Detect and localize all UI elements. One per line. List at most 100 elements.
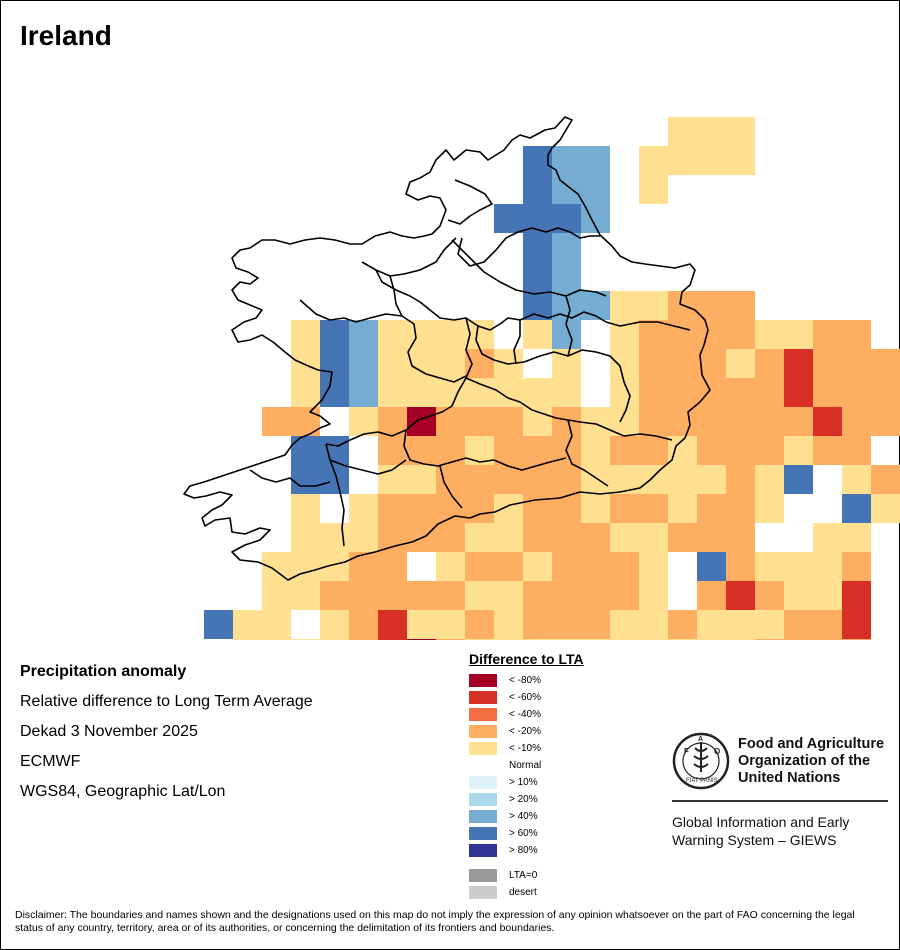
grid-cell	[494, 523, 523, 552]
grid-cell	[639, 581, 668, 610]
legend-label: > 20%	[509, 794, 538, 805]
grid-cell	[871, 494, 900, 523]
grid-cell	[465, 349, 494, 378]
grid-cell	[726, 639, 755, 640]
grid-cell	[291, 494, 320, 523]
grid-cell	[755, 407, 784, 436]
grid-cell	[697, 465, 726, 494]
grid-cell	[726, 320, 755, 349]
grid-cell	[639, 378, 668, 407]
grid-cell	[697, 378, 726, 407]
grid-cell	[668, 494, 697, 523]
grid-cell	[842, 581, 871, 610]
grid-cell	[494, 581, 523, 610]
grid-cell	[610, 436, 639, 465]
grid-cell	[378, 349, 407, 378]
grid-cell	[813, 320, 842, 349]
disclaimer: Disclaimer: The boundaries and names sho…	[15, 909, 855, 934]
grid-cell	[291, 610, 320, 639]
legend-swatch	[469, 742, 497, 755]
grid-cell	[871, 407, 900, 436]
fao-org-name: Food and Agriculture Organization of the U…	[738, 735, 885, 786]
grid-cell	[784, 436, 813, 465]
legend-label: Normal	[509, 760, 542, 771]
grid-cell	[842, 610, 871, 639]
grid-cell	[813, 523, 842, 552]
grid-cell	[552, 639, 581, 640]
grid-cell	[494, 407, 523, 436]
grid-cell	[668, 465, 697, 494]
grid-cell	[436, 523, 465, 552]
legend-swatch	[469, 869, 497, 882]
grid-cell	[668, 117, 697, 146]
grid-cell	[291, 465, 320, 494]
grid-cell	[523, 378, 552, 407]
grid-cell	[494, 204, 523, 233]
grid-cell	[639, 639, 668, 640]
info-heading: Precipitation anomaly	[20, 663, 187, 680]
grid-cell	[668, 320, 697, 349]
grid-cell	[581, 146, 610, 175]
legend-swatch	[469, 810, 497, 823]
grid-cell	[813, 436, 842, 465]
grid-cell	[581, 436, 610, 465]
grid-cell	[610, 175, 639, 204]
grid-cell	[784, 465, 813, 494]
grid-cell	[552, 262, 581, 291]
grid-cell	[726, 523, 755, 552]
grid-cell	[349, 581, 378, 610]
grid-cell	[726, 465, 755, 494]
grid-cell	[871, 378, 900, 407]
grid-cell	[349, 639, 378, 640]
legend-item-3: < -20%	[469, 723, 584, 740]
grid-cell	[842, 639, 871, 640]
grid-cell	[552, 581, 581, 610]
grid-cell	[581, 610, 610, 639]
grid-cell	[320, 639, 349, 640]
grid-cell	[697, 639, 726, 640]
grid-cell	[465, 523, 494, 552]
grid-cell	[610, 639, 639, 640]
grid-cell	[871, 349, 900, 378]
legend-label: < -60%	[509, 692, 541, 703]
grid-cell	[320, 494, 349, 523]
grid-cell	[726, 552, 755, 581]
grid-cell	[784, 552, 813, 581]
legend-swatch	[469, 725, 497, 738]
grid-cell	[465, 552, 494, 581]
grid-cell	[436, 610, 465, 639]
grid-cell	[320, 320, 349, 349]
legend-label: < -10%	[509, 743, 541, 754]
svg-text:FIAT PANIS: FIAT PANIS	[686, 778, 718, 784]
grid-cell	[784, 378, 813, 407]
grid-cell	[813, 349, 842, 378]
grid-cell	[494, 552, 523, 581]
legend-swatch	[469, 708, 497, 721]
grid-cell	[755, 610, 784, 639]
grid-cell	[726, 117, 755, 146]
grid-cell	[726, 291, 755, 320]
legend-item-4: < -10%	[469, 740, 584, 757]
grid-cell	[262, 639, 291, 640]
grid-cell	[726, 349, 755, 378]
grid-cell	[523, 175, 552, 204]
grid-cell	[581, 494, 610, 523]
grid-cell	[668, 349, 697, 378]
grid-cell	[726, 378, 755, 407]
grid-cell	[436, 552, 465, 581]
grid-cell	[552, 523, 581, 552]
grid-cell	[639, 146, 668, 175]
grid-cell	[697, 552, 726, 581]
grid-cell	[320, 523, 349, 552]
grid-cell	[668, 552, 697, 581]
grid-cell	[349, 378, 378, 407]
grid-cell	[262, 407, 291, 436]
grid-cell	[726, 610, 755, 639]
map-canvas[interactable]	[0, 0, 900, 640]
grid-cell	[407, 378, 436, 407]
grid-cell	[784, 523, 813, 552]
grid-cell	[755, 494, 784, 523]
grid-cell	[378, 552, 407, 581]
grid-cell	[291, 320, 320, 349]
grid-cell	[523, 262, 552, 291]
